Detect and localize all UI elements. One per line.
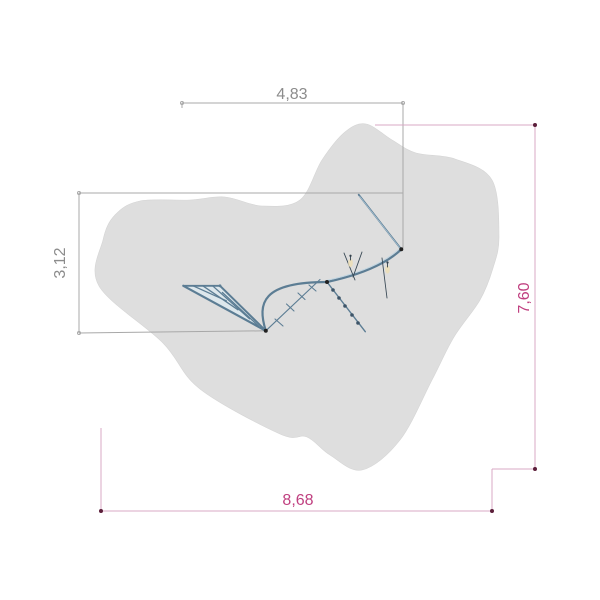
svg-text:4,83: 4,83: [276, 86, 307, 103]
svg-text:8,68: 8,68: [282, 492, 313, 509]
svg-text:7,60: 7,60: [516, 282, 533, 313]
svg-text:3,12: 3,12: [52, 247, 69, 278]
